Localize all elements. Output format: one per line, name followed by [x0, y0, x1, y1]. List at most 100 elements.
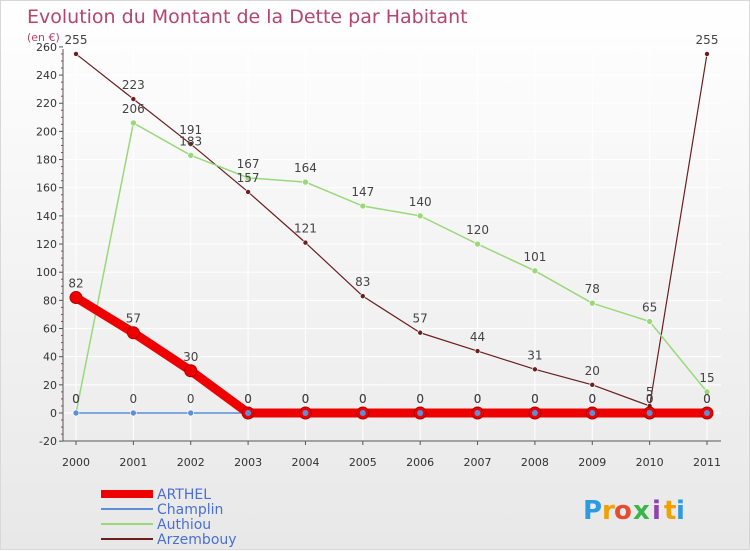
- x-tick-label: 2000: [62, 456, 90, 469]
- data-label-arzembouy: 31: [527, 348, 542, 362]
- data-label-authiou: 167: [237, 157, 260, 171]
- data-label-arthel: 0: [244, 392, 252, 406]
- point-arzembouy: [245, 189, 251, 195]
- data-label-champlin: 0: [187, 392, 195, 406]
- point-champlin-overlay: [589, 410, 596, 416]
- point-authiou: [646, 318, 653, 325]
- data-label-champlin: 0: [646, 392, 654, 406]
- point-arthel: [126, 326, 140, 340]
- data-label-arzembouy: 57: [413, 312, 428, 326]
- logo-letter: t: [664, 496, 676, 526]
- data-label-arthel: 0: [474, 392, 482, 406]
- point-authiou: [531, 267, 539, 275]
- data-label-champlin: 0: [72, 392, 80, 406]
- point-authiou: [187, 152, 195, 159]
- point-champlin: [130, 409, 137, 417]
- y-tick-label: 40: [43, 351, 57, 364]
- data-label-authiou: 140: [409, 195, 432, 209]
- x-tick-label: 2007: [464, 456, 492, 469]
- data-label-arzembouy: 121: [294, 222, 317, 236]
- data-label-arzembouy: 5: [646, 385, 654, 399]
- data-label-arthel: 0: [416, 392, 424, 406]
- data-label-champlin: 0: [130, 392, 138, 406]
- point-arzembouy: [130, 96, 137, 102]
- data-label-champlin: 0: [474, 392, 482, 406]
- point-champlin-overlay: [646, 410, 653, 416]
- legend-label-champlin: Champlin: [157, 502, 223, 518]
- logo-letter: o: [614, 496, 632, 526]
- y-tick-label: 260: [36, 41, 57, 54]
- logo-letter: r: [602, 496, 615, 526]
- series-line-authiou: [75, 122, 708, 414]
- y-tick-label: 60: [43, 323, 57, 336]
- point-arzembouy: [474, 348, 481, 354]
- data-label-arzembouy: 44: [470, 330, 485, 344]
- x-tick-label: 2009: [578, 456, 606, 469]
- legend-label-arthel: ARTHEL: [157, 487, 211, 503]
- data-label-authiou: 15: [699, 371, 714, 385]
- x-tick-label: 2001: [119, 456, 147, 469]
- data-label-arthel: 0: [588, 392, 596, 406]
- data-label-champlin: 0: [359, 392, 367, 406]
- x-tick-label: 2003: [234, 456, 262, 469]
- unit-label: (en €): [27, 31, 60, 44]
- y-tick-label: 80: [43, 294, 57, 307]
- y-tick-label: 140: [36, 210, 57, 223]
- point-authiou: [359, 202, 367, 210]
- x-tick-label: 2004: [291, 456, 319, 469]
- point-arzembouy: [589, 382, 596, 388]
- data-label-arzembouy: 255: [696, 33, 719, 47]
- legend-label-arzembouy: Arzembouy: [157, 532, 237, 548]
- data-label-authiou: 183: [179, 134, 202, 148]
- data-label-champlin: 0: [416, 392, 424, 406]
- point-arzembouy: [532, 366, 538, 373]
- data-label-authiou: 0: [72, 392, 80, 406]
- data-label-authiou: 120: [466, 223, 489, 237]
- point-authiou: [302, 178, 309, 186]
- x-tick-label: 2002: [177, 456, 205, 469]
- data-label-arthel: 0: [703, 392, 711, 406]
- point-arzembouy: [417, 329, 423, 336]
- data-label-arthel: 82: [68, 277, 83, 291]
- point-authiou: [474, 240, 481, 248]
- data-label-champlin: 0: [588, 392, 596, 406]
- series-layer: [69, 51, 714, 420]
- axes: -200204060801001201401601802002202402602…: [36, 41, 721, 469]
- chart-title: Evolution du Montant de la Dette par Hab…: [27, 6, 468, 28]
- point-arzembouy: [302, 239, 309, 246]
- point-arthel: [184, 364, 198, 378]
- series-line-arzembouy: [75, 53, 708, 407]
- point-champlin-overlay: [359, 410, 366, 416]
- y-tick-label: 20: [43, 379, 57, 392]
- point-champlin: [187, 409, 195, 417]
- series-line-arthel: [71, 293, 712, 418]
- data-label-arthel: 0: [302, 392, 310, 406]
- data-label-authiou: 65: [642, 300, 657, 314]
- point-champlin-overlay: [417, 410, 424, 416]
- data-label-authiou: 147: [351, 185, 374, 199]
- data-label-arzembouy: 20: [585, 364, 600, 378]
- point-authiou: [703, 388, 711, 396]
- data-labels: 255 223 191 157 121 83 57 44 31 20 5 255 0 206 183 167 1…: [65, 33, 719, 406]
- y-tick-label: 120: [36, 238, 57, 251]
- point-champlin-overlay: [704, 410, 710, 416]
- y-tick-label: 220: [36, 97, 57, 110]
- data-label-arzembouy: 191: [179, 123, 202, 137]
- data-label-authiou: 101: [523, 250, 546, 264]
- data-label-arzembouy: 157: [237, 171, 260, 185]
- legend-label-authiou: Authiou: [157, 517, 211, 533]
- point-authiou: [130, 119, 137, 127]
- x-tick-label: 2006: [406, 456, 434, 469]
- point-authiou: [588, 299, 596, 307]
- data-label-champlin: 0: [531, 392, 539, 406]
- data-label-arthel: 0: [359, 392, 367, 406]
- x-tick-label: 2011: [693, 456, 721, 469]
- data-label-authiou: 78: [585, 282, 600, 296]
- logo-letter: x: [633, 496, 650, 526]
- data-label-arzembouy: 83: [355, 275, 370, 289]
- logo-letter: i: [652, 496, 661, 526]
- y-tick-label: 240: [36, 69, 57, 82]
